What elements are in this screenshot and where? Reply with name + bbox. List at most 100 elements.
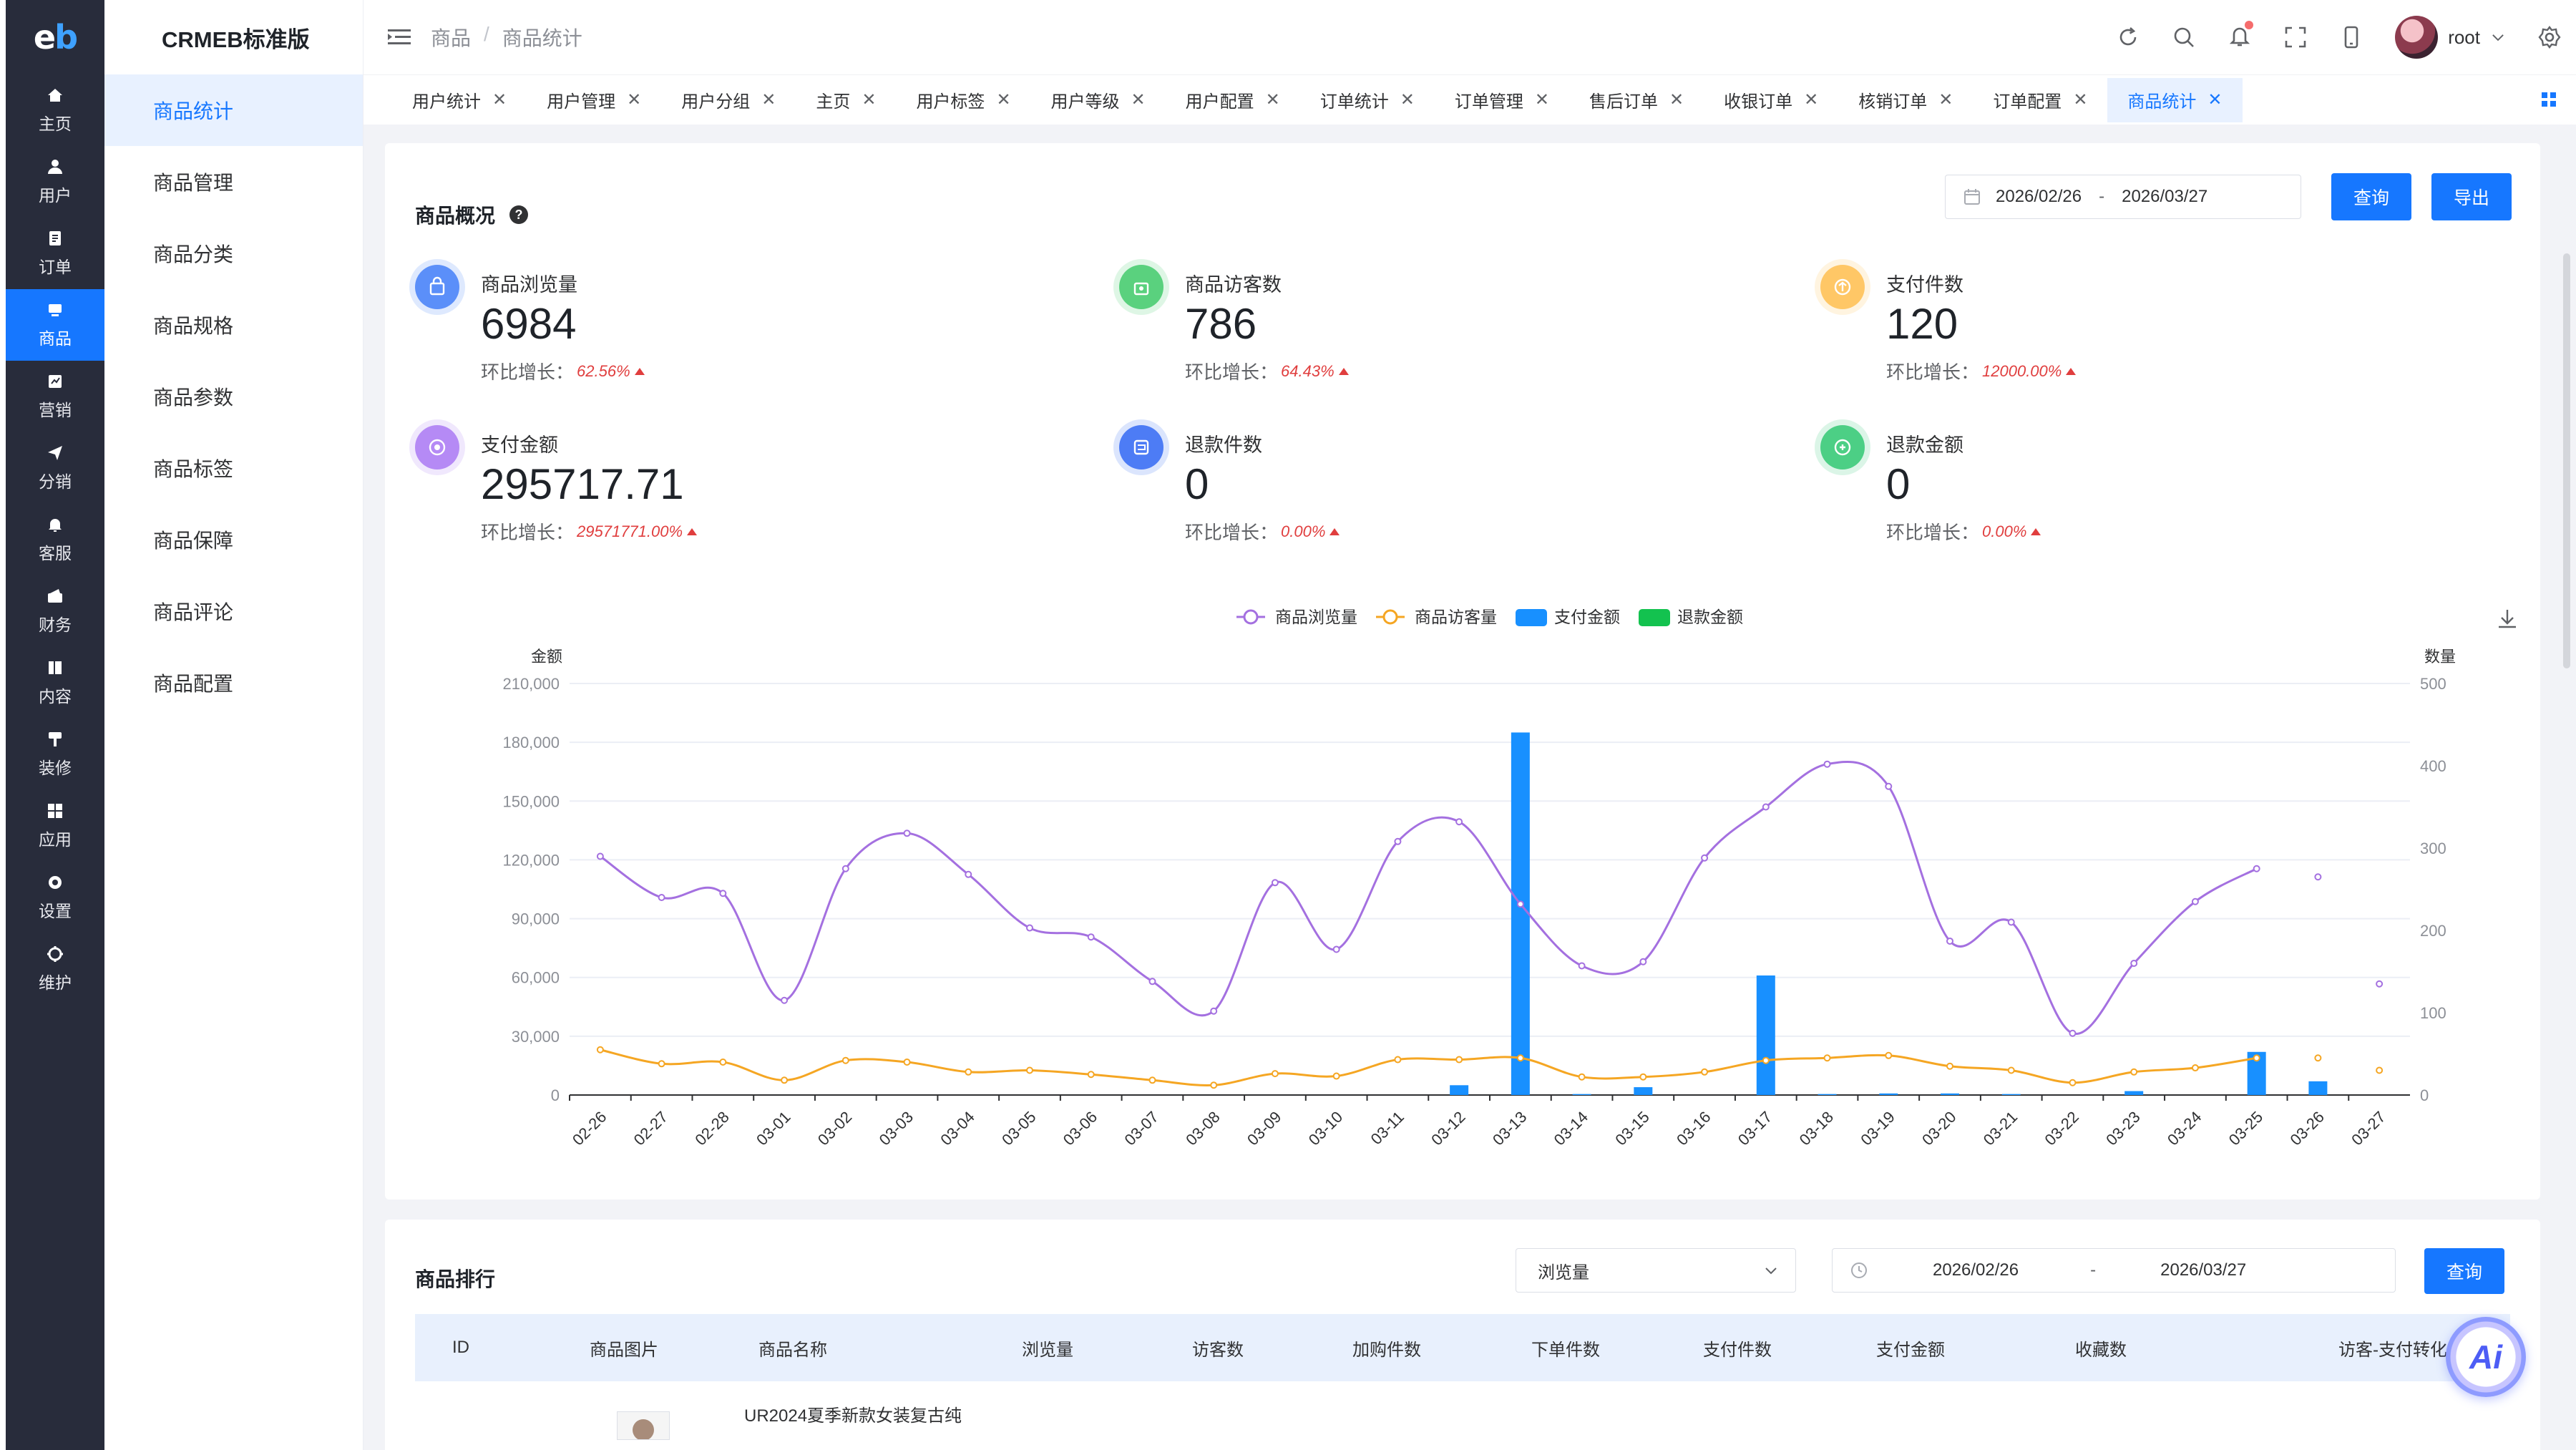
growth-percent: 29571771.00% <box>577 522 683 540</box>
rail-item-8[interactable]: 内容 <box>6 647 104 719</box>
submenu-item-3[interactable]: 商品规格 <box>153 315 234 337</box>
column-header: 加购件数 <box>1352 1340 1421 1360</box>
tab-10[interactable]: 收银订单 ✕ <box>1704 78 1838 122</box>
date-start[interactable]: 2026/02/26 <box>1996 187 2082 206</box>
ai-assistant-button[interactable]: Ai <box>2446 1317 2526 1397</box>
ranking-sort-select[interactable]: 浏览量 <box>1516 1248 1796 1293</box>
close-icon[interactable]: ✕ <box>1669 90 1684 110</box>
gear-icon[interactable] <box>2537 25 2562 49</box>
rail-item-4[interactable]: 营销 <box>6 361 104 432</box>
product-name[interactable]: UR2024夏季新款女装复古纯 <box>744 1406 962 1426</box>
app-title: CRMEB标准版 <box>162 26 310 52</box>
close-icon[interactable]: ✕ <box>492 90 507 110</box>
point-0-29 <box>2376 980 2384 988</box>
rail-item-label: 主页 <box>39 115 72 133</box>
rail-item-3[interactable]: 商品 <box>6 289 104 361</box>
ranking-query-button[interactable]: 查询 <box>2424 1248 2504 1294</box>
submenu-item-4[interactable]: 商品参数 <box>153 386 234 409</box>
rail-item-label: 设置 <box>39 902 72 920</box>
overview-date-range[interactable]: 2026/02/26 - 2026/03/27 <box>1945 175 2301 219</box>
overview-card: 商品概况 ? 2026/02/26 - 2026/03/27 查询 导出 商品浏… <box>385 143 2540 1200</box>
stat-card-1: 商品访客数 786 环比增长： 64.43% <box>1119 265 1763 401</box>
tab-3[interactable]: 主页 ✕ <box>796 78 896 122</box>
close-icon[interactable]: ✕ <box>2207 90 2223 110</box>
user-menu[interactable]: root <box>2395 16 2506 59</box>
mobile-preview-icon[interactable] <box>2339 25 2363 49</box>
x-tick-label: 03-12 <box>1428 1108 1468 1149</box>
date-separator: - <box>2099 187 2105 206</box>
submenu-item-8[interactable]: 商品配置 <box>153 673 234 695</box>
download-icon[interactable] <box>2499 610 2516 628</box>
rail-item-7[interactable]: 财务 <box>6 575 104 647</box>
point-1-16 <box>1578 1073 1586 1081</box>
close-icon[interactable]: ✕ <box>1534 90 1549 110</box>
tab-4[interactable]: 用户标签 ✕ <box>896 78 1030 122</box>
tab-5[interactable]: 用户等级 ✕ <box>1031 78 1166 122</box>
rail-item-9[interactable]: 装修 <box>6 719 104 790</box>
collapse-menu-icon[interactable] <box>386 26 412 48</box>
rail-item-6[interactable]: 客服 <box>6 504 104 575</box>
close-icon[interactable]: ✕ <box>1131 90 1146 110</box>
submenu-item-2[interactable]: 商品分类 <box>153 243 234 266</box>
legend-label-0: 商品浏览量 <box>1275 608 1357 626</box>
close-icon[interactable]: ✕ <box>862 90 877 110</box>
rail-item-12[interactable]: 维护 <box>6 933 104 1005</box>
tab-7[interactable]: 订单统计 ✕ <box>1300 78 1435 122</box>
tab-0[interactable]: 用户统计 ✕ <box>392 78 527 122</box>
refresh-icon[interactable] <box>2116 25 2140 49</box>
date-end[interactable]: 2026/03/27 <box>2122 187 2208 206</box>
clock-icon <box>1851 1262 1867 1278</box>
tab-8[interactable]: 订单管理 ✕ <box>1435 78 1569 122</box>
submenu-item-1[interactable]: 商品管理 <box>153 172 234 194</box>
close-icon[interactable]: ✕ <box>1804 90 1819 110</box>
y-tick-left: 150,000 <box>502 792 560 810</box>
tabs-menu-icon[interactable] <box>2539 89 2559 110</box>
notification-button[interactable] <box>2228 20 2254 52</box>
rail-item-5[interactable]: 分销 <box>6 432 104 504</box>
column-header: 支付金额 <box>1876 1340 1945 1360</box>
rail-item-10[interactable]: 应用 <box>6 790 104 862</box>
submenu-item-0[interactable]: 商品统计 <box>104 74 363 146</box>
tab-6[interactable]: 用户配置 ✕ <box>1166 78 1300 122</box>
submenu-item-6[interactable]: 商品保障 <box>153 530 234 552</box>
close-icon[interactable]: ✕ <box>996 90 1011 110</box>
x-tick-label: 03-26 <box>2286 1108 2327 1149</box>
breadcrumb-item-product[interactable]: 商品 <box>431 27 472 49</box>
ranking-date-start[interactable]: 2026/02/26 <box>1933 1260 2019 1280</box>
column-header: ID <box>452 1338 469 1357</box>
point-0-21 <box>1885 782 1893 790</box>
growth-percent: 0.00% <box>1281 522 1326 540</box>
close-icon[interactable]: ✕ <box>627 90 642 110</box>
y-tick-left: 90,000 <box>512 910 560 928</box>
rail-item-1[interactable]: 用户 <box>6 146 104 218</box>
search-icon[interactable] <box>2172 25 2196 49</box>
rail-item-2[interactable]: 订单 <box>6 218 104 289</box>
close-icon[interactable]: ✕ <box>761 90 776 110</box>
close-icon[interactable]: ✕ <box>2073 90 2088 110</box>
tab-11[interactable]: 核销订单 ✕ <box>1838 78 1973 122</box>
export-button[interactable]: 导出 <box>2431 173 2512 220</box>
growth-label: 环比增长： <box>481 361 575 383</box>
tab-2[interactable]: 用户分组 ✕ <box>661 78 796 122</box>
tab-9[interactable]: 售后订单 ✕ <box>1569 78 1704 122</box>
submenu-item-7[interactable]: 商品评论 <box>153 601 234 623</box>
tab-12[interactable]: 订单配置 ✕ <box>1973 78 2107 122</box>
close-icon[interactable]: ✕ <box>1265 90 1280 110</box>
close-icon[interactable]: ✕ <box>1400 90 1415 110</box>
close-icon[interactable]: ✕ <box>1938 90 1953 110</box>
point-1-17 <box>1639 1073 1647 1081</box>
rail-item-label: 商品 <box>39 329 72 348</box>
tab-13[interactable]: 商品统计 ✕ <box>2107 77 2243 122</box>
rail-item-11[interactable]: 设置 <box>6 862 104 933</box>
ranking-date-range[interactable]: 2026/02/26 - 2026/03/27 <box>1832 1248 2396 1293</box>
ranking-date-end[interactable]: 2026/03/27 <box>2160 1260 2247 1280</box>
product-thumbnail[interactable] <box>617 1411 670 1440</box>
content-scrollbar[interactable] <box>2563 253 2570 668</box>
query-button[interactable]: 查询 <box>2331 173 2411 220</box>
submenu-item-5[interactable]: 商品标签 <box>153 458 234 480</box>
rail-item-0[interactable]: 主页 <box>6 74 104 146</box>
tab-1[interactable]: 用户管理 ✕ <box>527 78 661 122</box>
fullscreen-icon[interactable] <box>2283 25 2308 49</box>
help-icon[interactable]: ? <box>509 205 529 224</box>
